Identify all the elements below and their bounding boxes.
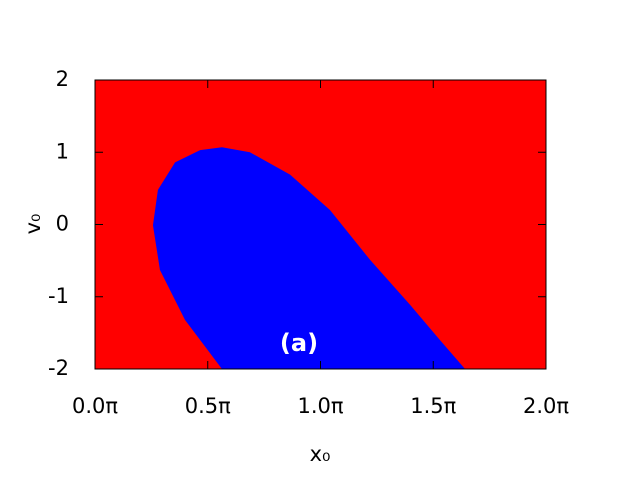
y-axis-label: v₀ (21, 214, 45, 235)
basin-region (152, 147, 466, 369)
y-tick-label: -1 (48, 284, 69, 308)
x-tick-label: 1.5π (410, 394, 456, 418)
x-tick-label: 1.0π (297, 394, 343, 418)
x-axis-label: x₀ (310, 442, 331, 466)
y-tick-label: 0 (56, 212, 69, 236)
annotation: (a) (280, 329, 318, 357)
x-tick-label: 0.0π (72, 394, 118, 418)
x-tick-label: 2.0π (523, 394, 569, 418)
y-tick-label: -2 (48, 356, 69, 380)
y-tick-label: 2 (56, 67, 69, 91)
x-tick-label: 0.5π (185, 394, 231, 418)
y-tick-label: 1 (56, 139, 69, 163)
